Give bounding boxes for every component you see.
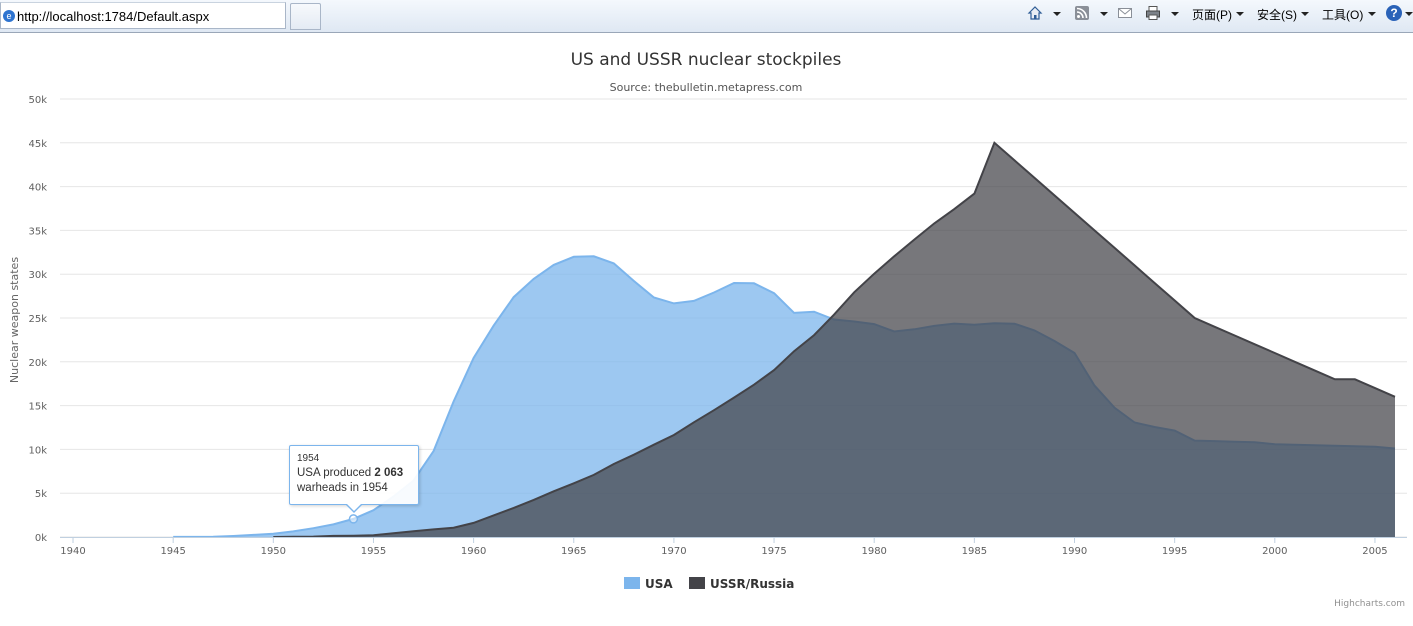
y-tick-label: 20k — [28, 358, 47, 369]
home-dropdown-icon[interactable] — [1053, 12, 1061, 16]
x-tick-label: 1945 — [160, 546, 185, 557]
axes: 0k 5k 10k 15k 20k 25k 30k 35k 40k 45k 50k 1940 1945 1… — [28, 95, 1407, 557]
legend-item-usa[interactable]: USA — [624, 577, 673, 591]
tooltip-pointer-inner — [347, 504, 361, 511]
series-line-ussr-russia — [273, 141, 1396, 538]
tooltip-line: USA produced 2 063 — [297, 466, 411, 481]
credits[interactable]: Highcharts.com — [1334, 599, 1405, 609]
x-tick-label: 1950 — [261, 546, 286, 557]
x-tick-label: 2005 — [1362, 546, 1387, 557]
x-tick-label: 1985 — [962, 546, 987, 557]
menu-safety-dropdown-icon[interactable] — [1301, 12, 1309, 16]
tooltip-year: 1954 — [297, 453, 320, 464]
x-tick-label: 1990 — [1062, 546, 1087, 557]
browser-tab-active[interactable]: e http://localhost:1784/Default.aspx — [0, 2, 286, 29]
chart-title: US and USSR nuclear stockpiles — [571, 50, 842, 70]
tooltip-prefix: USA produced — [297, 467, 375, 479]
print-dropdown-icon[interactable] — [1171, 12, 1179, 16]
rss-feed-icon[interactable] — [1074, 5, 1090, 21]
x-tick-label: 1970 — [661, 546, 686, 557]
menu-page-dropdown-icon[interactable] — [1236, 12, 1244, 16]
menu-tools[interactable]: 工具(O) — [1322, 8, 1364, 22]
y-axis-title: Nuclear weapon states — [8, 257, 21, 383]
help-dropdown-icon[interactable] — [1405, 12, 1413, 16]
rss-dropdown-icon[interactable] — [1100, 12, 1108, 16]
y-tick-label: 40k — [28, 183, 47, 194]
x-tick-label: 1975 — [761, 546, 786, 557]
x-tick-label: 1995 — [1162, 546, 1187, 557]
series-area-ussr-russia — [273, 142, 1395, 538]
chart-tooltip: 1954 USA produced 2 063 warheads in 1954 — [289, 445, 419, 505]
menu-page[interactable]: 页面(P) — [1192, 8, 1232, 22]
y-tick-label: 45k — [28, 139, 47, 150]
y-tick-label: 0k — [35, 533, 47, 544]
legend-swatch — [689, 577, 705, 589]
browser-toolbar: e http://localhost:1784/Default.aspx 页面(… — [0, 0, 1413, 33]
y-tick-label: 10k — [28, 445, 47, 456]
x-tick-label: 1960 — [461, 546, 486, 557]
legend[interactable]: USA USSR/Russia — [624, 577, 794, 591]
series-areas — [173, 141, 1396, 538]
y-tick-label: 5k — [35, 489, 47, 500]
legend-swatch — [624, 577, 640, 589]
help-icon[interactable]: ? — [1386, 5, 1402, 21]
area-chart: US and USSR nuclear stockpiles Source: t… — [8, 50, 1407, 609]
ie-page-icon: e — [3, 10, 15, 22]
tooltip-value: 2 063 — [374, 467, 404, 479]
y-tick-label: 50k — [28, 95, 47, 106]
y-tick-label: 25k — [28, 314, 47, 325]
x-tick-label: 1955 — [361, 546, 386, 557]
hover-marker — [348, 514, 359, 524]
x-tick-label: 1980 — [861, 546, 886, 557]
menu-tools-dropdown-icon[interactable] — [1368, 12, 1376, 16]
mail-icon[interactable] — [1117, 5, 1133, 21]
chart-subtitle: Source: thebulletin.metapress.com — [610, 81, 803, 94]
x-tick-label: 1940 — [60, 546, 85, 557]
new-tab-button[interactable] — [290, 3, 321, 30]
home-icon[interactable] — [1027, 5, 1043, 21]
x-tick-label: 2000 — [1262, 546, 1287, 557]
menu-safety[interactable]: 安全(S) — [1257, 8, 1297, 22]
legend-item-ussr-russia[interactable]: USSR/Russia — [689, 577, 794, 591]
legend-label: USA — [645, 577, 673, 591]
legend-label: USSR/Russia — [710, 577, 794, 591]
print-icon[interactable] — [1145, 5, 1161, 21]
tooltip-suffix: warheads in 1954 — [297, 482, 388, 494]
address-url[interactable]: http://localhost:1784/Default.aspx — [17, 9, 210, 24]
y-tick-label: 15k — [28, 402, 47, 413]
y-tick-label: 30k — [28, 270, 47, 281]
y-tick-label: 35k — [28, 226, 47, 237]
x-tick-label: 1965 — [561, 546, 586, 557]
